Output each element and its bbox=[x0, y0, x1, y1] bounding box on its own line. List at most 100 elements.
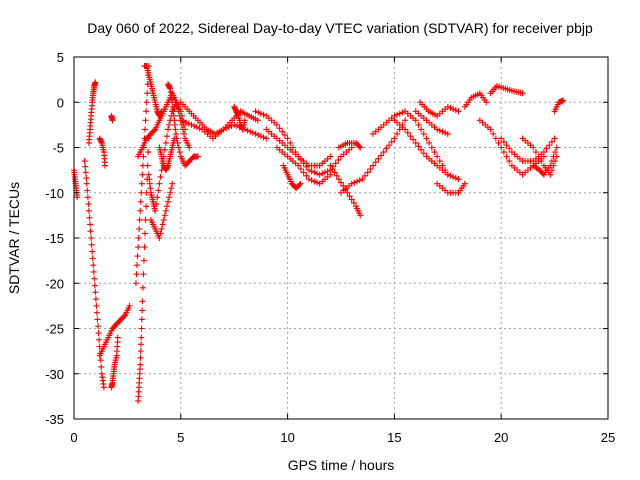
chart-title: Day 060 of 2022, Sidereal Day-to-day VTE… bbox=[87, 20, 593, 36]
data-point bbox=[138, 341, 145, 348]
data-point bbox=[169, 180, 176, 187]
data-point bbox=[100, 384, 107, 391]
data-point bbox=[535, 153, 542, 160]
data-point bbox=[138, 180, 145, 187]
data-point bbox=[163, 203, 170, 210]
data-point bbox=[179, 126, 186, 133]
series-s29 bbox=[434, 180, 468, 196]
data-point bbox=[281, 132, 288, 139]
data-point bbox=[152, 207, 159, 214]
data-point bbox=[177, 117, 184, 124]
series-s21 bbox=[273, 144, 334, 187]
data-point bbox=[137, 207, 144, 214]
data-point bbox=[137, 348, 144, 355]
data-point bbox=[142, 126, 149, 133]
data-point bbox=[231, 121, 238, 128]
data-point bbox=[313, 170, 320, 177]
data-point bbox=[156, 180, 163, 187]
data-point bbox=[350, 199, 357, 206]
data-point bbox=[344, 189, 351, 196]
data-point bbox=[247, 128, 254, 135]
data-point bbox=[143, 99, 150, 106]
data-point bbox=[359, 176, 366, 183]
data-point bbox=[415, 121, 422, 128]
data-point bbox=[142, 117, 149, 124]
data-point bbox=[538, 158, 545, 165]
data-point bbox=[348, 180, 355, 187]
data-point bbox=[126, 302, 133, 309]
x-tick-label: 20 bbox=[494, 430, 508, 445]
data-point bbox=[436, 158, 443, 165]
data-point bbox=[255, 132, 262, 139]
y-tick-label: 0 bbox=[57, 95, 64, 110]
data-point bbox=[357, 212, 364, 219]
data-point bbox=[137, 361, 144, 368]
series-s2 bbox=[81, 158, 107, 391]
data-point bbox=[228, 123, 235, 130]
data-point bbox=[333, 172, 340, 179]
data-point bbox=[308, 168, 315, 175]
y-tick-label: -35 bbox=[45, 412, 64, 427]
data-point bbox=[176, 149, 183, 156]
data-point bbox=[386, 142, 393, 149]
data-point bbox=[552, 149, 559, 156]
data-point bbox=[279, 128, 286, 135]
series-s5 bbox=[96, 302, 133, 359]
data-point bbox=[420, 130, 427, 137]
series-s6 bbox=[108, 334, 121, 391]
data-point bbox=[138, 325, 145, 332]
data-point bbox=[161, 212, 168, 219]
data-point bbox=[412, 117, 419, 124]
x-tick-label: 5 bbox=[177, 430, 184, 445]
data-point bbox=[175, 144, 182, 151]
data-point bbox=[498, 135, 505, 142]
data-point bbox=[85, 201, 92, 208]
y-tick-label: -5 bbox=[52, 141, 64, 156]
series-s8 bbox=[135, 135, 152, 404]
data-point bbox=[388, 138, 395, 145]
series-s23 bbox=[327, 162, 364, 219]
data-point bbox=[415, 143, 422, 150]
data-point bbox=[550, 153, 557, 160]
series-s7 bbox=[108, 112, 116, 124]
data-point bbox=[82, 169, 89, 176]
series-s16 bbox=[169, 99, 261, 137]
data-point bbox=[442, 129, 449, 136]
data-point bbox=[547, 171, 554, 178]
data-point bbox=[181, 130, 188, 137]
data-point bbox=[220, 126, 227, 133]
data-point bbox=[372, 159, 379, 166]
series-s36 bbox=[530, 144, 560, 178]
series-s26 bbox=[370, 108, 451, 178]
data-point bbox=[426, 139, 433, 146]
data-point bbox=[539, 170, 546, 177]
data-point bbox=[407, 133, 414, 140]
x-ticks: 0 5 10 15 20 25 bbox=[70, 57, 615, 445]
data-point bbox=[378, 152, 385, 159]
data-point bbox=[399, 109, 406, 116]
data-point bbox=[519, 90, 526, 97]
data-point bbox=[483, 99, 490, 106]
data-point bbox=[257, 133, 264, 140]
data-point bbox=[547, 162, 554, 169]
data-point bbox=[138, 316, 145, 323]
data-point bbox=[335, 156, 342, 163]
data-point bbox=[91, 282, 98, 289]
data-point bbox=[135, 244, 142, 251]
data-point bbox=[244, 127, 251, 134]
data-point bbox=[327, 153, 334, 160]
y-tick-label: -15 bbox=[45, 231, 64, 246]
data-point bbox=[500, 138, 507, 145]
data-point bbox=[134, 253, 141, 260]
data-point bbox=[367, 165, 374, 172]
series-s14 bbox=[156, 135, 178, 174]
data-point bbox=[335, 176, 342, 183]
data-point bbox=[136, 225, 143, 232]
data-point bbox=[178, 121, 185, 128]
data-point bbox=[92, 296, 99, 303]
data-point bbox=[139, 307, 146, 314]
data-point bbox=[434, 153, 441, 160]
data-point bbox=[89, 255, 96, 262]
data-point bbox=[138, 189, 145, 196]
data-point bbox=[303, 172, 310, 179]
